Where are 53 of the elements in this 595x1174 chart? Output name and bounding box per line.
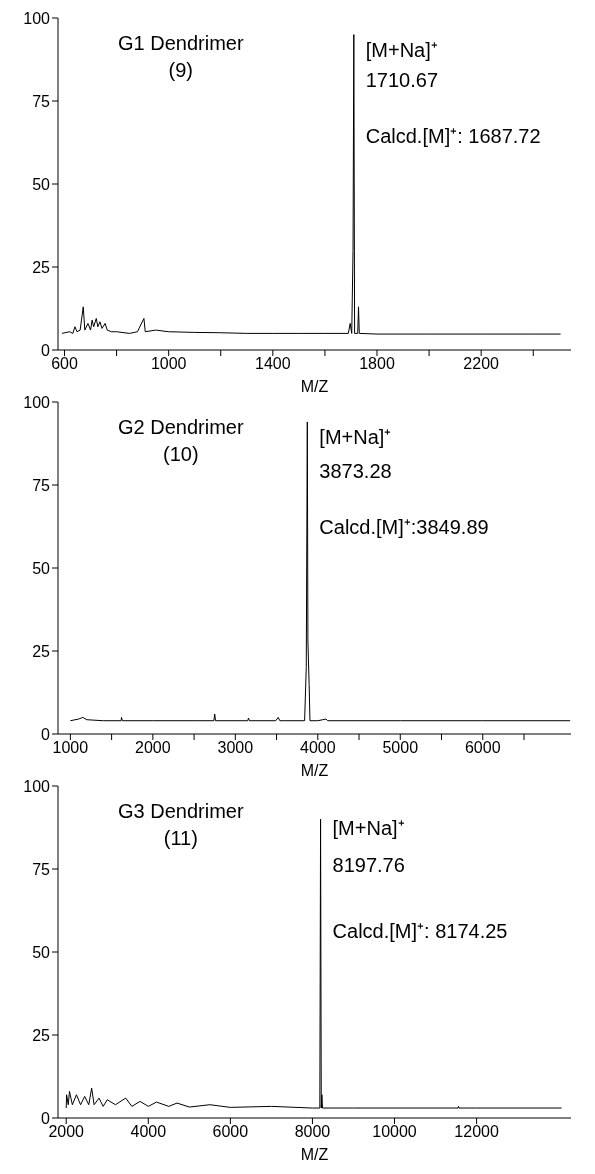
text: (10) bbox=[162, 443, 200, 466]
y-tick-label: 25 bbox=[32, 1026, 51, 1044]
y-tick-label: 0 bbox=[41, 725, 51, 743]
x-tick-label: 6000 bbox=[212, 1123, 249, 1141]
x-tick-label: 600 bbox=[51, 355, 78, 373]
x-tick-label: 1400 bbox=[255, 355, 291, 373]
x-tick-label: 4000 bbox=[130, 1123, 167, 1141]
y-tick-label: 100 bbox=[23, 9, 51, 27]
y-tick-label: 25 bbox=[32, 258, 51, 276]
text: (11) bbox=[162, 827, 199, 850]
annotation: 8197.76 bbox=[332, 853, 405, 877]
x-tick-label: 1800 bbox=[359, 355, 395, 373]
x-tick-label: 1000 bbox=[52, 739, 89, 757]
text: G1 Dendrimer bbox=[118, 32, 244, 55]
text: G2 Dendrimer bbox=[118, 416, 244, 439]
line-series bbox=[65, 818, 563, 1109]
x-tick-label: 10000 bbox=[372, 1123, 417, 1141]
y-tick-label: 50 bbox=[32, 175, 51, 193]
x-axis-title: M/Z bbox=[300, 1146, 329, 1163]
line-series bbox=[61, 34, 562, 335]
y-tick-label: 50 bbox=[32, 943, 51, 961]
annotation: Calcd.[M]⁺: 8174.25 bbox=[332, 918, 508, 944]
y-tick-label: 25 bbox=[32, 642, 51, 660]
x-tick-label: 3000 bbox=[217, 739, 254, 757]
annotation: 1710.67 bbox=[365, 69, 439, 93]
x-tick-label: 2000 bbox=[135, 739, 171, 757]
y-tick-label: 75 bbox=[32, 476, 51, 494]
annotation: Calcd.[M]⁺: 1687.72 bbox=[365, 124, 541, 150]
x-tick-label: 2000 bbox=[48, 1123, 85, 1141]
y-tick-label: 100 bbox=[23, 777, 51, 795]
x-tick-label: 1000 bbox=[150, 355, 187, 373]
x-axis-title: M/Z bbox=[300, 378, 329, 395]
y-tick-label: 0 bbox=[41, 341, 51, 359]
x-tick-label: 8000 bbox=[294, 1123, 331, 1141]
y-tick-label: 75 bbox=[32, 860, 51, 878]
y-tick-label: 100 bbox=[23, 393, 51, 411]
y-tick-label: 50 bbox=[32, 559, 51, 577]
line-series bbox=[69, 421, 571, 722]
text: (9) bbox=[167, 59, 195, 82]
annotation: [M+Na]⁺ bbox=[365, 37, 438, 63]
annotation: [M+Na]⁺ bbox=[319, 425, 392, 451]
x-tick-label: 2200 bbox=[463, 355, 500, 373]
x-tick-label: 12000 bbox=[454, 1123, 499, 1141]
annotation: [M+Na]⁺ bbox=[332, 815, 405, 841]
text: G3 Dendrimer bbox=[118, 800, 244, 823]
x-tick-label: 4000 bbox=[300, 739, 336, 757]
y-tick-label: 75 bbox=[32, 92, 51, 110]
annotation: Calcd.[M]⁺:3849.89 bbox=[319, 514, 489, 540]
x-axis-title: M/Z bbox=[300, 762, 329, 779]
x-tick-label: 5000 bbox=[382, 739, 419, 757]
y-tick-label: 0 bbox=[41, 1109, 51, 1127]
annotation: 3873.28 bbox=[319, 459, 392, 483]
x-tick-label: 6000 bbox=[464, 739, 501, 757]
